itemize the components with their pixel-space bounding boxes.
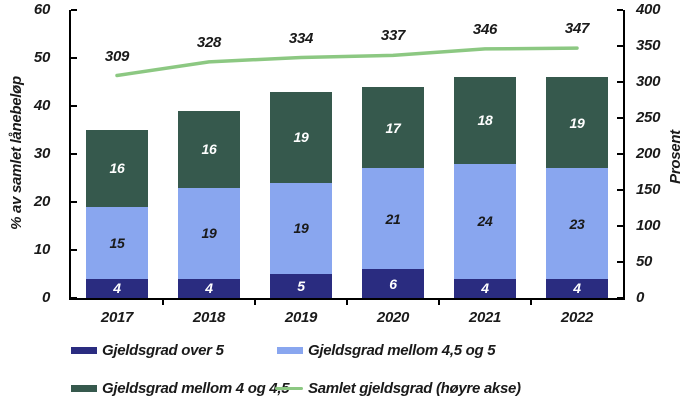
line-point-value: 346 bbox=[472, 20, 498, 38]
right-axis-tick-label: 400 bbox=[636, 1, 661, 18]
left-axis-tick-label: 50 bbox=[33, 49, 50, 66]
legend-item-label: Gjeldsgrad mellom 4 og 4,5 bbox=[102, 380, 290, 397]
bar-segment-value: 6 bbox=[389, 275, 397, 292]
left-axis-tick bbox=[71, 9, 77, 11]
line-point-value: 309 bbox=[104, 47, 130, 65]
left-axis-tick bbox=[71, 297, 77, 299]
legend-item-label: Gjeldsgrad mellom 4,5 og 5 bbox=[308, 342, 496, 359]
line-point-value: 328 bbox=[196, 33, 222, 51]
left-axis-tick-label: 40 bbox=[33, 97, 50, 114]
left-axis-tick-label: 0 bbox=[41, 289, 50, 306]
bottom-axis-tick bbox=[530, 300, 532, 305]
legend-swatch-3 bbox=[71, 385, 97, 392]
bar-segment-value: 15 bbox=[109, 234, 125, 251]
right-axis-tick bbox=[617, 45, 623, 47]
left-axis-tick-label: 30 bbox=[33, 145, 50, 162]
right-axis-tick bbox=[617, 225, 623, 227]
bar-segment bbox=[178, 110, 240, 188]
bar-segment-value: 4 bbox=[573, 280, 581, 297]
legend-swatch-1 bbox=[71, 347, 97, 354]
x-axis-category-label: 2022 bbox=[560, 309, 594, 326]
bar-segment bbox=[546, 278, 608, 298]
legend-item-label: Samlet gjeldsgrad (høyre akse) bbox=[308, 380, 521, 397]
right-axis-tick-label: 200 bbox=[636, 145, 661, 162]
bar-segment bbox=[270, 274, 332, 298]
legend-line-swatch bbox=[275, 387, 303, 390]
x-axis-category-label: 2020 bbox=[376, 309, 410, 326]
bar-segment-value: 19 bbox=[293, 129, 309, 146]
bar-segment bbox=[86, 130, 148, 207]
bar-segment bbox=[454, 77, 516, 164]
bar-segment-value: 4 bbox=[481, 280, 489, 297]
legend-swatch-2 bbox=[277, 347, 303, 354]
bar-segment-value: 18 bbox=[477, 112, 493, 129]
bar-segment-value: 5 bbox=[297, 278, 305, 294]
bar-segment-value: 16 bbox=[201, 141, 217, 158]
line-point-value: 337 bbox=[380, 27, 406, 45]
bar-segment bbox=[362, 168, 424, 270]
right-axis-line bbox=[623, 10, 625, 300]
left-axis-tick-label: 60 bbox=[33, 1, 50, 18]
right-axis-tick-label: 100 bbox=[636, 217, 661, 234]
legend-item-label: Gjeldsgrad over 5 bbox=[102, 342, 224, 359]
left-axis-line bbox=[69, 10, 71, 300]
bar-segment-value: 17 bbox=[385, 119, 401, 136]
left-axis-tick-label: 20 bbox=[33, 193, 50, 210]
right-axis-tick-label: 0 bbox=[636, 289, 645, 306]
right-axis-tick bbox=[617, 117, 623, 119]
bottom-axis-tick bbox=[162, 300, 164, 305]
bar-segment-value: 19 bbox=[293, 220, 309, 237]
x-axis-category-label: 2021 bbox=[468, 309, 502, 326]
bar-segment bbox=[86, 206, 148, 279]
bar-segment bbox=[362, 269, 424, 298]
right-axis-tick bbox=[617, 297, 623, 299]
left-axis-tick bbox=[71, 153, 77, 155]
x-axis-category-label: 2017 bbox=[100, 309, 134, 326]
bar-segment bbox=[454, 278, 516, 298]
bar-segment bbox=[270, 91, 332, 183]
right-axis-tick-label: 250 bbox=[636, 109, 661, 126]
right-axis-tick bbox=[617, 153, 623, 155]
bar-segment bbox=[178, 278, 240, 298]
bar-segment bbox=[454, 163, 516, 279]
line-point-value: 347 bbox=[564, 20, 590, 38]
bar-segment-value: 4 bbox=[113, 280, 121, 297]
bar-segment-value: 16 bbox=[109, 160, 125, 177]
bar-segment bbox=[178, 187, 240, 279]
bar-segment bbox=[86, 278, 148, 298]
x-axis-category-label: 2019 bbox=[284, 309, 318, 326]
left-axis-tick bbox=[71, 57, 77, 59]
left-axis-tick-label: 10 bbox=[33, 241, 50, 258]
bottom-axis-tick bbox=[438, 300, 440, 305]
bar-segment-value: 23 bbox=[569, 215, 585, 232]
bar-segment-value: 19 bbox=[569, 114, 585, 131]
bar-segment-value: 24 bbox=[477, 213, 493, 230]
right-axis-tick bbox=[617, 189, 623, 191]
right-axis-tick bbox=[617, 261, 623, 263]
bottom-axis-line bbox=[69, 298, 625, 300]
bar-segment bbox=[546, 77, 608, 169]
bar-segment bbox=[270, 182, 332, 274]
right-axis-tick bbox=[617, 9, 623, 11]
line-point-value: 334 bbox=[288, 29, 314, 47]
right-axis-tick-label: 150 bbox=[636, 181, 661, 198]
right-axis-tick-label: 350 bbox=[636, 37, 661, 54]
bottom-axis-tick bbox=[254, 300, 256, 305]
right-axis-tick bbox=[617, 81, 623, 83]
bar-segment bbox=[546, 168, 608, 279]
right-axis-tick-label: 50 bbox=[636, 253, 653, 270]
bar-segment bbox=[362, 86, 424, 169]
bar-segment-value: 4 bbox=[205, 280, 213, 297]
left-axis-tick bbox=[71, 201, 77, 203]
right-axis-tick-label: 300 bbox=[636, 73, 661, 90]
bar-segment-value: 19 bbox=[201, 225, 217, 242]
bottom-axis-tick bbox=[346, 300, 348, 305]
x-axis-category-label: 2018 bbox=[192, 309, 226, 326]
bar-segment-value: 21 bbox=[385, 210, 401, 227]
left-axis-tick bbox=[71, 105, 77, 107]
left-axis-tick bbox=[71, 249, 77, 251]
